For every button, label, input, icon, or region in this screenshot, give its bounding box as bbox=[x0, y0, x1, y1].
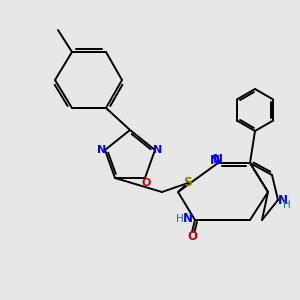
Text: S: S bbox=[184, 176, 193, 190]
Text: H: H bbox=[283, 200, 291, 209]
Text: N: N bbox=[153, 145, 163, 155]
Text: N: N bbox=[213, 153, 223, 166]
Text: N: N bbox=[182, 212, 193, 225]
Text: O: O bbox=[187, 230, 197, 243]
Text: O: O bbox=[142, 178, 151, 188]
Text: H: H bbox=[176, 214, 184, 224]
Text: N: N bbox=[97, 145, 106, 155]
Text: N: N bbox=[278, 194, 287, 206]
Text: N: N bbox=[210, 154, 220, 166]
